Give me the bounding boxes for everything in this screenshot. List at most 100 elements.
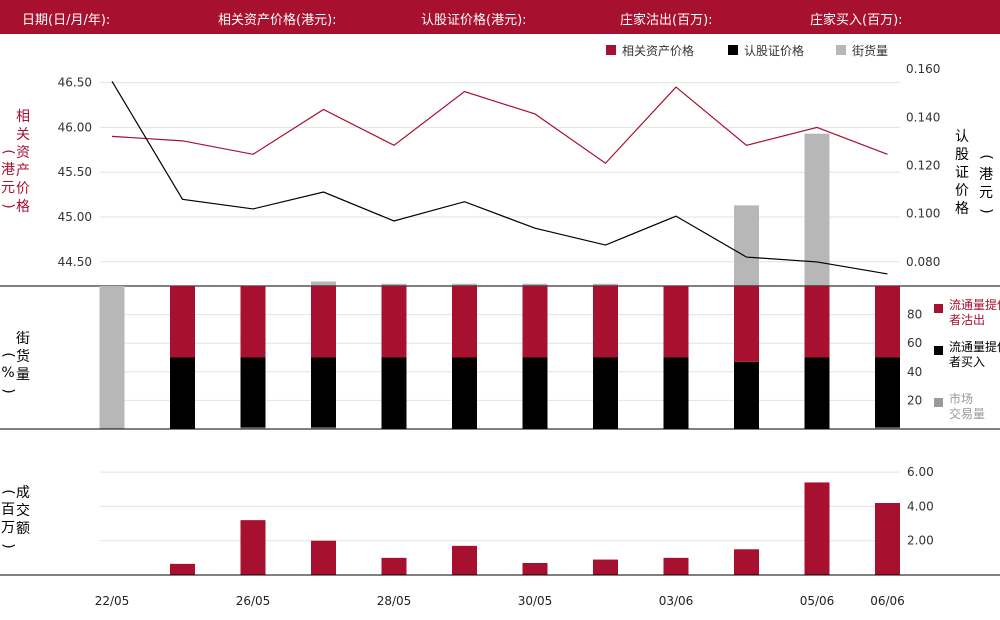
left-street-axis-unit: (%) (0, 346, 16, 400)
left-price-title-char: 价 (16, 181, 30, 197)
left-price-axis-unit: (港元) (0, 143, 17, 215)
axis-unit-char: ( (0, 352, 16, 358)
lp-sell-bar (734, 286, 759, 362)
legend-label-line: 者买入 (949, 355, 985, 369)
left-price-title-char: 关 (16, 127, 30, 143)
warrant-price-label: 认股证价格(港元): (421, 13, 527, 28)
turnover-bar (452, 545, 477, 575)
legend-label-line: 流通量提供 (949, 339, 1000, 354)
lp-sell-bar (804, 286, 830, 358)
market-volume-bar (240, 427, 266, 429)
turnover-bar (240, 520, 266, 575)
lp-sell-bar (522, 286, 548, 358)
right-price-title-char: 股 (955, 147, 969, 163)
axis-unit-char: ) (0, 388, 16, 394)
axis-unit-char: 港 (1, 162, 15, 178)
lp-sell-bar (311, 286, 336, 358)
x-tick-label: 05/06 (800, 594, 835, 608)
turnover-bar (170, 563, 195, 575)
street-volume-bar (522, 283, 548, 286)
turnover-tick-label: 4.00 (907, 499, 934, 513)
lp-sell-bar (593, 286, 618, 358)
street-tick-label: 20 (907, 393, 922, 407)
right-tick-label: 0.140 (906, 110, 940, 124)
legend-swatch (836, 45, 846, 55)
right-tick-label: 0.080 (906, 255, 940, 269)
turnover-bar (593, 559, 618, 575)
left-turnover-axis-unit: (百万) (0, 483, 17, 555)
lp-buy-bar (734, 361, 759, 429)
axis-unit-char: ( (0, 489, 16, 495)
lp-sell-bar (452, 286, 477, 358)
right-tick-label: 0.100 (906, 207, 940, 221)
left-turnover-title-char: 额 (16, 521, 30, 537)
lp-sell-bar (663, 286, 689, 358)
x-tick-label: 30/05 (518, 594, 553, 608)
legend-label: 相关资产价格 (622, 43, 694, 58)
axis-unit-char: 港 (979, 167, 993, 183)
turnover-bar (381, 557, 407, 575)
left-tick-label: 46.50 (58, 76, 92, 90)
left-tick-label: 45.50 (58, 165, 92, 179)
left-price-axis-title: 相关资产价格 (16, 108, 30, 216)
axis-unit-char: ( (978, 154, 994, 160)
lp-buy-bar (663, 357, 689, 429)
axis-unit-char: ) (978, 208, 994, 214)
turnover-bar (522, 563, 548, 575)
street-volume-bar (593, 283, 618, 286)
legend-swatch (606, 45, 616, 55)
street-tick-label: 60 (907, 336, 922, 350)
legend-label-line: 流通量提供 (949, 297, 1000, 312)
left-price-title-char: 产 (16, 163, 30, 179)
left-price-title-char: 相 (16, 109, 30, 125)
market-volume-bar (311, 427, 336, 429)
underlying-price-label: 相关资产价格(港元): (218, 13, 337, 28)
lp-buy-bar (381, 357, 407, 429)
right-price-title-char: 价 (955, 183, 969, 199)
x-tick-label: 28/05 (377, 594, 412, 608)
date-label: 日期(日/月/年): (22, 13, 111, 28)
header-bar: 日期(日/月/年): 相关资产价格(港元): 认股证价格(港元): 庄家沽出(百… (0, 0, 1000, 34)
axis-unit-char: ( (0, 149, 16, 155)
right-tick-label: 0.160 (906, 62, 940, 76)
axis-unit-char: 元 (1, 180, 15, 196)
warrant-price-line (111, 80, 888, 275)
legend-swatch (934, 398, 943, 407)
right-price-title-char: 格 (955, 201, 969, 217)
lp-buy-bar (875, 357, 900, 428)
x-tick-label: 26/05 (236, 594, 271, 608)
legend-swatch (934, 304, 943, 313)
turnover-tick-label: 2.00 (907, 534, 934, 548)
x-tick-label: 06/06 (870, 594, 905, 608)
left-street-title-char: 街 (16, 331, 30, 347)
lp-buy-bar (593, 357, 618, 429)
legend-swatch (934, 346, 943, 355)
legend-label-line: 者沽出 (949, 313, 985, 327)
street-volume-bar (804, 133, 830, 286)
street-volume-bar (381, 283, 407, 286)
lp-buy-bar (522, 357, 548, 429)
right-price-title-char: 认 (955, 129, 969, 145)
right-price-axis-title: 认股证价格 (955, 128, 969, 218)
lp-sell-bar (170, 286, 195, 358)
lp-sell-bar (875, 286, 900, 358)
left-tick-label: 45.00 (58, 210, 92, 224)
left-turnover-title-char: 交 (16, 503, 30, 519)
street-volume-bar (311, 281, 336, 286)
left-turnover-title-char: 成 (16, 485, 30, 501)
turnover-bar (804, 482, 830, 575)
lp-buy-bar (452, 357, 477, 429)
axis-unit-char: % (1, 365, 15, 381)
turnover-bar (875, 503, 900, 575)
mm-sell-label: 庄家沽出(百万): (620, 13, 713, 28)
market-volume-bar (99, 286, 125, 429)
left-street-title-char: 货 (16, 349, 30, 365)
lp-sell-bar (240, 286, 266, 358)
left-street-title-char: 量 (16, 367, 30, 383)
lp-sell-bar (381, 286, 407, 358)
lp-buy-bar (240, 357, 266, 428)
right-tick-label: 0.120 (906, 159, 940, 173)
underlying-price-line (111, 86, 888, 165)
legend-label-line: 交易量 (949, 406, 985, 421)
